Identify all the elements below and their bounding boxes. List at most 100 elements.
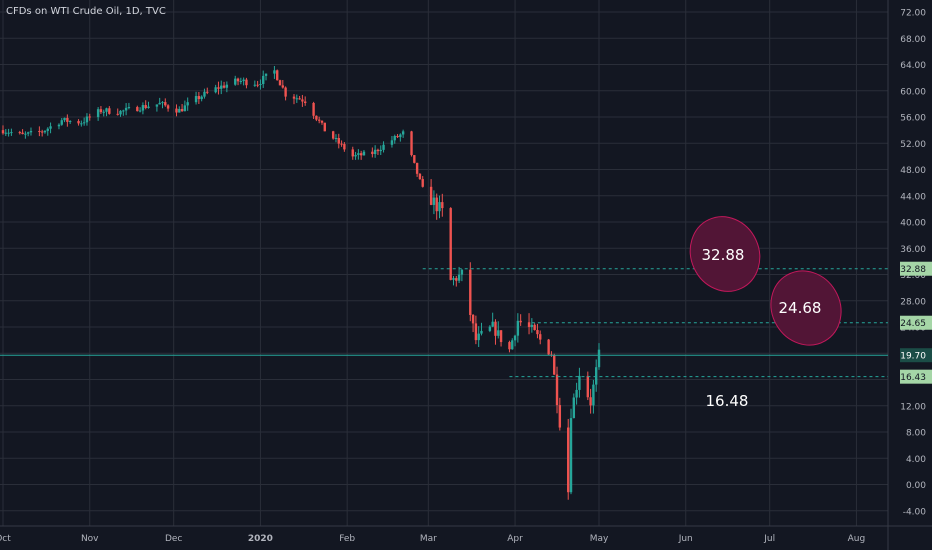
- candle-body: [539, 334, 542, 340]
- y-tick-label: 52.00: [900, 140, 926, 150]
- candle-body: [236, 78, 240, 82]
- candle-body: [203, 91, 206, 97]
- level-16-tag-label: 16.43: [900, 373, 926, 383]
- candle-body: [432, 197, 436, 205]
- candle-body: [343, 144, 346, 150]
- candle-body: [508, 342, 511, 350]
- y-tick-label: 56.00: [900, 114, 926, 124]
- candle-body: [357, 153, 360, 155]
- chart-title: CFDs on WTI Crude Oil, 1D, TVC: [6, 6, 166, 17]
- candle-body: [80, 123, 83, 125]
- candle-body: [245, 79, 248, 86]
- candle-body: [141, 105, 145, 111]
- candle-body: [578, 375, 581, 390]
- y-tick-label: 68.00: [900, 35, 926, 45]
- candle-body: [359, 153, 363, 156]
- candle-body: [595, 367, 598, 385]
- candle-body: [533, 324, 536, 330]
- candle-body: [301, 99, 304, 102]
- y-tick-label: 36.00: [900, 245, 926, 255]
- candle-body: [85, 116, 89, 123]
- candle-body: [340, 143, 343, 145]
- x-tick-label: May: [590, 534, 609, 544]
- y-tick-label: 0.00: [906, 481, 926, 491]
- candle-body: [225, 84, 229, 88]
- candle-body: [239, 81, 243, 83]
- candle-body: [569, 418, 573, 493]
- y-tick-label: 8.00: [906, 429, 926, 439]
- candle-body: [513, 335, 517, 341]
- x-tick-label: Apr: [507, 534, 523, 544]
- x-tick-label: Nov: [81, 534, 99, 544]
- candle-body: [256, 84, 259, 86]
- y-tick-label: 28.00: [900, 297, 926, 307]
- candle-body: [379, 149, 382, 152]
- candle-body: [138, 110, 142, 112]
- candle-body: [234, 78, 237, 85]
- candle-body: [390, 140, 394, 145]
- level-24-tag: [900, 315, 932, 330]
- candle-body: [474, 323, 478, 341]
- candle-body: [553, 354, 556, 375]
- candle-body: [136, 107, 139, 112]
- candle-body: [29, 131, 33, 133]
- candle-body: [592, 384, 595, 406]
- annotation-ellipse-32[interactable]: [678, 205, 772, 303]
- candle-body: [68, 121, 72, 123]
- candle-body: [295, 98, 299, 100]
- candle-body: [82, 122, 86, 124]
- candle-body: [298, 98, 301, 100]
- candle-body: [38, 131, 41, 133]
- candle-body: [516, 320, 520, 336]
- candle-body: [60, 120, 63, 125]
- candle-body: [281, 85, 285, 88]
- candle-body: [220, 85, 223, 89]
- candle-body: [259, 83, 262, 85]
- candle-body: [312, 102, 315, 116]
- candle-body: [429, 186, 433, 205]
- candle-body: [264, 73, 268, 76]
- candle-body: [77, 121, 80, 124]
- candle-body: [119, 110, 122, 115]
- candle-body: [178, 108, 181, 113]
- level-16-tag: [900, 369, 932, 384]
- candle-body: [519, 320, 522, 323]
- candle-body: [480, 330, 483, 334]
- level-24-tag-label: 24.65: [900, 319, 926, 329]
- x-tick-label: Jul: [763, 534, 775, 544]
- candle-body: [194, 96, 198, 103]
- candle-body: [7, 132, 10, 134]
- y-tick-label: 32.00: [900, 271, 926, 281]
- candle-body: [597, 349, 601, 368]
- candle-body: [127, 107, 131, 109]
- candle-body: [24, 133, 27, 135]
- candle-body: [527, 322, 531, 327]
- candle-body: [161, 102, 164, 104]
- candle-body: [273, 70, 276, 74]
- y-tick-label: 72.00: [900, 9, 926, 19]
- candle-body: [373, 149, 377, 155]
- candle-body: [63, 117, 66, 121]
- candle-body: [410, 131, 413, 156]
- candle-body: [116, 113, 119, 115]
- candle-body: [186, 102, 189, 106]
- candle-body: [253, 84, 257, 86]
- candle-body: [455, 278, 458, 281]
- candle-body: [511, 340, 514, 350]
- candle-body: [331, 131, 335, 139]
- candle-body: [278, 80, 282, 86]
- candle-body: [242, 79, 245, 82]
- annotation-ellipse-24[interactable]: [758, 258, 855, 358]
- candle-body: [421, 179, 424, 187]
- candle-body: [158, 102, 161, 105]
- candle-body: [166, 105, 170, 109]
- candle-body: [147, 106, 150, 109]
- candle-body: [315, 115, 318, 120]
- candle-body: [43, 130, 47, 133]
- candle-body: [499, 330, 503, 343]
- candle-body: [99, 109, 103, 113]
- candle-body: [469, 269, 472, 315]
- y-tick-label: 60.00: [900, 87, 926, 97]
- annotation-note-24: 24.68: [779, 299, 822, 317]
